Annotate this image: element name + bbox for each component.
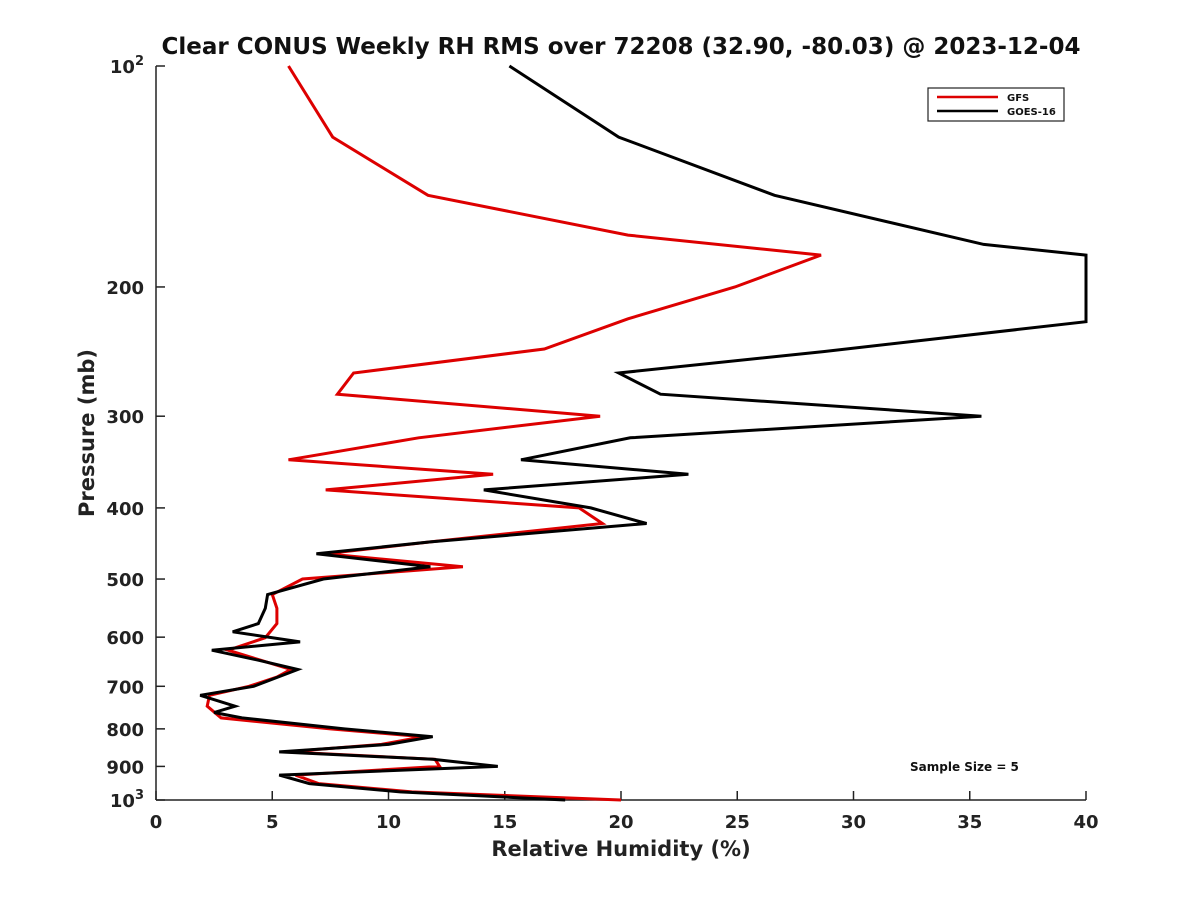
legend: GFS GOES-16 bbox=[927, 87, 1065, 122]
y-tick-label: 200 bbox=[106, 278, 144, 299]
x-tick-label: 5 bbox=[266, 812, 279, 833]
x-tick-label: 20 bbox=[608, 812, 633, 833]
sample-size-annotation: Sample Size = 5 bbox=[910, 760, 1019, 774]
x-tick-label: 0 bbox=[150, 812, 163, 833]
legend-label-goes16: GOES-16 bbox=[1007, 107, 1056, 118]
y-tick-label: 700 bbox=[106, 677, 144, 698]
chart-title: Clear CONUS Weekly RH RMS over 72208 (32… bbox=[162, 34, 1081, 60]
y-tick-label: 400 bbox=[106, 499, 144, 520]
y-tick-label: 900 bbox=[106, 757, 144, 778]
y-tick-label: 103 bbox=[110, 788, 144, 812]
y-axis-label: Pressure (mb) bbox=[75, 349, 99, 517]
x-ticks: 0 5 10 15 20 25 30 35 40 bbox=[150, 791, 1099, 833]
series-layer bbox=[199, 64, 1088, 802]
legend-box bbox=[927, 87, 1065, 122]
x-tick-label: 30 bbox=[841, 812, 866, 833]
x-tick-label: 15 bbox=[492, 812, 517, 833]
y-tick-label: 102 bbox=[110, 54, 144, 78]
y-tick-label: 800 bbox=[106, 720, 144, 741]
y-tick-label: 600 bbox=[106, 628, 144, 649]
y-ticks: 102 200 300 400 500 600 700 800 900 103 bbox=[106, 54, 165, 812]
plot-area-border bbox=[156, 66, 1086, 800]
series-line-goes16 bbox=[199, 64, 1088, 802]
x-axis-label: Relative Humidity (%) bbox=[491, 837, 750, 861]
x-tick-label: 40 bbox=[1073, 812, 1098, 833]
legend-label-gfs: GFS bbox=[1007, 93, 1029, 104]
y-tick-label: 300 bbox=[106, 407, 144, 428]
x-tick-label: 25 bbox=[725, 812, 750, 833]
x-tick-label: 35 bbox=[957, 812, 982, 833]
y-tick-label: 500 bbox=[106, 570, 144, 591]
x-tick-label: 10 bbox=[376, 812, 401, 833]
